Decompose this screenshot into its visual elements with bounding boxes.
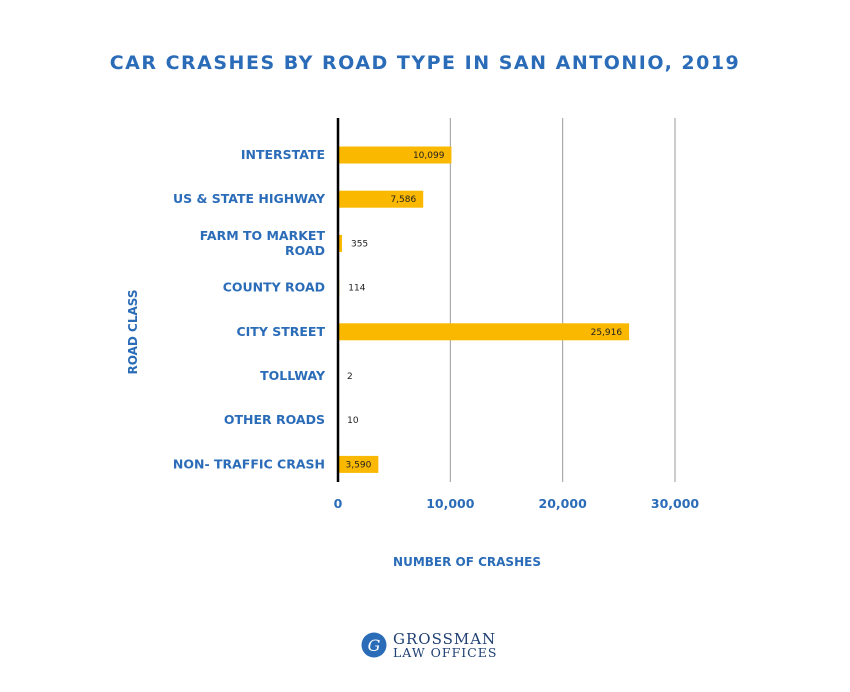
category-label: INTERSTATE [241,147,325,162]
bar [338,323,630,341]
logo-line-1: GROSSMAN [393,630,497,648]
x-tick-label: 20,000 [539,496,588,511]
company-logo: G GROSSMAN LAW OFFICES [361,630,496,662]
bar [338,146,452,164]
bar [338,190,424,208]
category-label: OTHER ROADS [224,412,325,427]
y-axis-title: ROAD CLASS [126,289,140,374]
value-label: 7,586 [390,195,416,205]
category-label: US & STATE HIGHWAY [173,191,326,206]
x-tick-label: 30,000 [651,496,700,511]
logo-emblem-letter: G [368,636,381,655]
category-label: TOLLWAY [260,368,326,383]
value-label: 2 [347,372,353,382]
logo-emblem-icon: G [361,632,387,658]
bars [338,146,630,473]
x-tick-label: 0 [334,496,343,511]
grid-lines [449,118,676,482]
category-label: CITY STREET [236,324,325,339]
category-label: FARM TO MARKET ROAD [200,228,326,258]
x-tick-label: 10,000 [426,496,475,511]
bar [338,234,342,252]
logo-line-2: LAW OFFICES [393,645,498,660]
value-label: 10 [347,416,359,426]
bar [338,455,379,473]
value-label: 10,099 [413,151,445,161]
value-label: 355 [351,239,368,249]
value-label: 25,916 [591,328,623,338]
value-label: 114 [348,284,365,294]
value-label: 3,590 [346,460,372,470]
labels: 0 10,000 20,000 30,000 INTERSTATE 10,099 US & … [126,147,699,569]
category-label: COUNTY ROAD [223,280,325,295]
x-axis-title: NUMBER OF CRASHES [393,555,541,569]
category-label: NON- TRAFFIC CRASH [173,456,325,471]
chart-title: CAR CRASHES BY ROAD TYPE IN SAN ANTONIO,… [109,52,741,74]
